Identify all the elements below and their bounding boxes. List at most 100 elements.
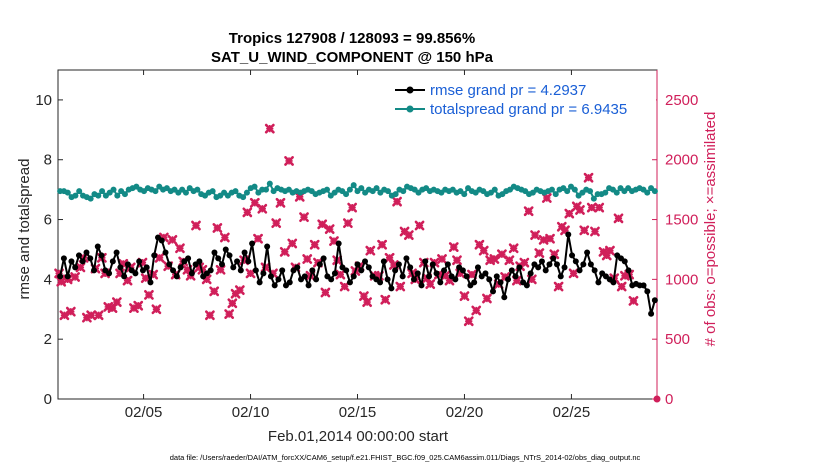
series-point-rmse	[245, 258, 252, 265]
series-point-rmse	[267, 273, 274, 280]
obs-assimilated-point	[299, 212, 309, 223]
series-point-rmse	[196, 258, 203, 265]
series-point-rmse	[294, 264, 301, 271]
series-point-rmse	[83, 249, 90, 256]
obs-x-fill	[525, 207, 533, 215]
obs-x-fill	[95, 311, 103, 319]
obs-x-fill	[480, 247, 488, 255]
obs-x-fill	[67, 308, 75, 316]
obs-x-fill	[396, 282, 404, 291]
series-point-rmse	[113, 249, 120, 256]
y-axis-label-right: # of obs: o=possible; ×=assimilated	[702, 112, 719, 347]
legend-box	[387, 77, 656, 122]
series-point-totalspread	[644, 189, 651, 196]
series-point-totalspread	[461, 191, 468, 198]
obs-assimilated-point	[151, 304, 162, 315]
series-point-rmse	[561, 264, 568, 271]
obs-x-fill	[321, 288, 330, 297]
obs-assimilated-point	[575, 205, 585, 215]
series-point-rmse	[72, 264, 79, 271]
series-point-totalspread	[358, 185, 365, 192]
series-point-rmse	[260, 270, 267, 277]
obs-assimilated-point	[219, 232, 230, 243]
legend-marker-totalspread	[406, 105, 414, 113]
series-point-totalspread	[324, 186, 331, 193]
obs-x-fill	[341, 282, 349, 291]
series-point-totalspread	[64, 189, 71, 196]
obs-x-fill	[113, 298, 121, 306]
series-point-rmse	[166, 261, 173, 268]
series-point-totalspread	[350, 182, 357, 189]
series-point-rmse	[527, 270, 534, 277]
obs-zero-point	[653, 395, 661, 403]
series-point-rmse	[218, 261, 225, 268]
series-point-rmse	[565, 231, 572, 238]
obs-assimilated-point	[257, 203, 268, 214]
obs-assimilated-point	[224, 309, 235, 319]
series-point-totalspread	[209, 188, 216, 195]
series-point-totalspread	[491, 186, 498, 193]
series-point-rmse	[335, 240, 342, 247]
obs-x-fill	[348, 203, 356, 212]
x-tick-label: 02/10	[232, 404, 270, 421]
obs-assimilated-point	[403, 230, 414, 240]
series-point-rmse	[57, 273, 64, 280]
series-point-totalspread	[571, 186, 578, 193]
obs-assimilated-point	[175, 243, 185, 254]
obs-assimilated-point	[111, 297, 122, 307]
obs-assimilated-point	[362, 297, 373, 307]
obs-assimilated-point	[395, 281, 406, 292]
obs-x-fill	[300, 213, 308, 221]
obs-x-fill	[281, 248, 289, 256]
series-point-rmse	[644, 288, 651, 295]
obs-assimilated-point	[579, 225, 590, 236]
obs-x-fill	[251, 199, 259, 207]
series-point-rmse	[173, 273, 180, 280]
obs-x-fill	[483, 294, 491, 303]
obs-assimilated-point	[86, 310, 97, 321]
obs-x-fill	[285, 157, 293, 165]
obs-assimilated-point	[613, 213, 624, 224]
series-point-rmse	[230, 264, 237, 271]
y-tick-label-left: 4	[44, 271, 52, 288]
series-point-rmse	[362, 258, 369, 265]
series-point-rmse	[535, 264, 542, 271]
series-point-rmse	[418, 282, 425, 289]
series-point-rmse	[584, 249, 591, 256]
obs-x-fill	[543, 194, 551, 202]
series-point-totalspread	[99, 188, 106, 195]
series-point-rmse	[354, 261, 361, 268]
series-point-rmse	[147, 279, 154, 286]
obs-assimilated-point	[234, 285, 245, 296]
series-point-rmse	[264, 243, 271, 250]
obs-x-fill	[531, 231, 539, 239]
series-point-totalspread	[384, 188, 391, 195]
series-point-rmse	[98, 252, 105, 259]
obs-x-fill	[629, 297, 638, 305]
obs-assimilated-point	[605, 245, 615, 256]
legend-label-totalspread: totalspread grand pr = 6.9435	[430, 101, 627, 118]
series-point-rmse	[121, 273, 128, 280]
series-point-rmse	[162, 249, 169, 256]
series-point-rmse	[576, 267, 583, 274]
obs-x-fill	[228, 299, 236, 307]
obs-x-fill	[618, 282, 626, 291]
series-point-totalspread	[392, 191, 399, 198]
series-point-rmse	[444, 261, 451, 268]
series-point-rmse	[106, 270, 113, 277]
obs-assimilated-point	[167, 234, 178, 245]
obs-x-fill	[405, 231, 413, 239]
series-point-rmse	[621, 258, 628, 265]
obs-assimilated-point	[471, 305, 482, 316]
obs-assimilated-point	[275, 197, 286, 208]
obs-x-fill	[465, 317, 473, 325]
obs-assimilated-point	[93, 310, 104, 321]
obs-assimilated-point	[133, 300, 144, 311]
obs-x-fill	[546, 235, 554, 243]
series-point-rmse	[553, 261, 560, 268]
series-point-rmse	[538, 258, 545, 265]
obs-assimilated-point	[463, 316, 474, 327]
series-point-rmse	[523, 282, 530, 289]
obs-assimilated-point	[65, 306, 76, 317]
